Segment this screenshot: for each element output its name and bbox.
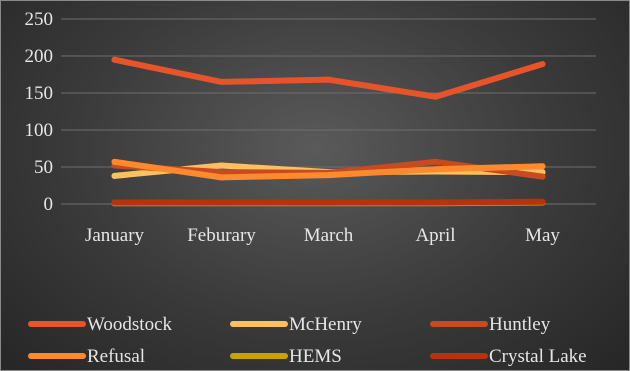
data-point: [111, 172, 118, 179]
legend-label: Huntley: [489, 314, 551, 335]
data-point: [111, 56, 118, 63]
legend-label: Refusal: [87, 346, 145, 367]
x-tick-label: May: [525, 225, 560, 246]
legend-item: Huntley: [430, 314, 551, 335]
data-point: [432, 166, 439, 173]
data-point: [539, 163, 546, 170]
data-point: [111, 158, 118, 165]
legend-label: Crystal Lake: [489, 346, 587, 367]
x-tick-label: Feburary: [187, 225, 256, 246]
x-tick-label: March: [304, 225, 354, 246]
legend-item: Woodstock: [28, 314, 173, 335]
legend-label: McHenry: [289, 314, 362, 335]
x-tick-label: January: [85, 225, 145, 246]
legend-label: HEMS: [289, 346, 342, 367]
data-point: [218, 199, 225, 206]
data-point: [325, 172, 332, 179]
data-point: [218, 169, 225, 176]
data-point: [218, 78, 225, 85]
data-point: [432, 93, 439, 100]
y-tick-label: 150: [25, 83, 54, 104]
data-point: [432, 199, 439, 206]
data-point: [325, 199, 332, 206]
y-axis: 0 50 100 150 200 250: [25, 9, 54, 215]
x-axis: January Feburary March April May: [85, 225, 560, 246]
legend-item: Refusal: [28, 346, 145, 367]
data-point: [432, 158, 439, 165]
legend-item: McHenry: [230, 314, 362, 335]
data-point: [111, 199, 118, 206]
data-point: [539, 61, 546, 68]
data-point: [539, 173, 546, 180]
data-point: [218, 162, 225, 169]
legend-label: Woodstock: [87, 314, 173, 335]
y-tick-label: 50: [34, 157, 53, 178]
x-tick-label: April: [415, 225, 455, 246]
legend-item: Crystal Lake: [430, 346, 587, 367]
data-point: [218, 174, 225, 181]
y-tick-label: 0: [44, 194, 54, 215]
y-tick-label: 200: [25, 46, 54, 67]
legend-item: HEMS: [230, 346, 342, 367]
series-lines: [111, 56, 546, 207]
data-point: [539, 198, 546, 205]
y-tick-label: 100: [25, 120, 54, 141]
data-point: [325, 76, 332, 83]
legend: Woodstock McHenry Huntley Refusal HEMS Crysta…: [28, 314, 587, 367]
y-tick-label: 250: [25, 9, 54, 30]
